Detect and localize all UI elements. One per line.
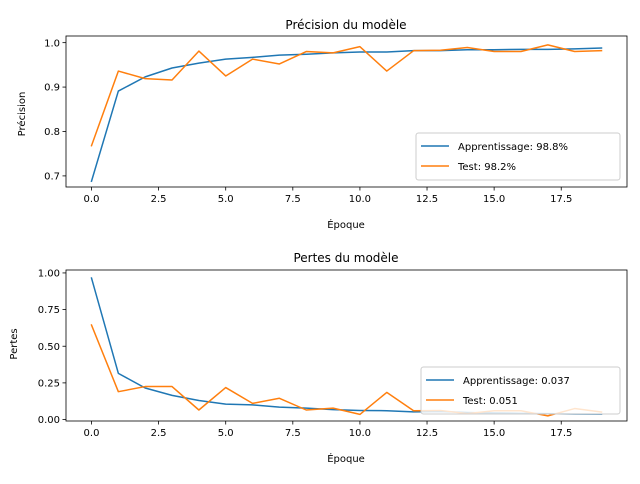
loss-legend: Apprentissage: 0.037 Test: 0.051 <box>420 366 621 415</box>
accuracy-series-line-1 <box>90 44 603 147</box>
accuracy-plot-frame <box>65 35 628 188</box>
loss-y-tick-label: 1.00 <box>38 269 60 280</box>
loss-x-tick-label: 5.0 <box>218 428 234 439</box>
accuracy-legend: Apprentissage: 98.8% Test: 98.2% <box>415 132 621 181</box>
loss-axes: 0.0 2.5 5.0 7.5 10.0 12.5 15.0 17.5 0.00 0.25 0.50… <box>38 269 628 439</box>
accuracy-y-axis-label: Précision <box>16 92 28 137</box>
accuracy-legend-label: Test: 98.2% <box>457 162 516 173</box>
loss-legend-label: Test: 0.051 <box>462 396 518 407</box>
accuracy-x-tick-label: 15.0 <box>483 194 505 205</box>
loss-legend-box <box>420 366 621 415</box>
accuracy-y-tick-label: 0.8 <box>44 127 60 138</box>
loss-chart-title: Pertes du modèle <box>293 251 398 265</box>
accuracy-x-tick-label: 2.5 <box>151 194 167 205</box>
accuracy-legend-label: Apprentissage: 98.8% <box>458 142 568 153</box>
accuracy-x-tick-label: 5.0 <box>218 194 234 205</box>
loss-x-tick-label: 17.5 <box>550 428 572 439</box>
accuracy-chart-title: Précision du modèle <box>285 18 406 32</box>
accuracy-x-tick-label: 12.5 <box>416 194 438 205</box>
loss-x-tick-label: 7.5 <box>285 428 301 439</box>
loss-x-tick-label: 15.0 <box>483 428 505 439</box>
loss-y-tick-label: 0.50 <box>38 342 60 353</box>
accuracy-x-tick-label: 17.5 <box>550 194 572 205</box>
accuracy-axes: 0.0 2.5 5.0 7.5 10.0 12.5 15.0 17.5 0.7 0.8 0.9 1.0… <box>44 35 628 205</box>
accuracy-chart: Précision du modèle 0.0 2.5 5.0 7.5 10.0 12.5… <box>16 18 628 231</box>
accuracy-legend-box <box>415 132 621 181</box>
loss-y-axis-label: Pertes <box>9 328 20 359</box>
accuracy-y-tick-label: 1.0 <box>44 38 60 49</box>
loss-x-tick-label: 2.5 <box>151 428 167 439</box>
loss-y-tick-label: 0.25 <box>38 378 60 389</box>
loss-legend-label: Apprentissage: 0.037 <box>463 376 570 387</box>
accuracy-series-line-0 <box>90 47 603 183</box>
loss-plot-frame <box>65 269 628 422</box>
loss-y-tick-label: 0.00 <box>38 415 60 426</box>
loss-x-axis-label: Époque <box>327 452 365 465</box>
accuracy-y-tick-label: 0.7 <box>44 171 60 182</box>
loss-x-tick-label: 0.0 <box>84 428 100 439</box>
loss-x-tick-label: 10.0 <box>349 428 371 439</box>
loss-x-tick-label: 12.5 <box>416 428 438 439</box>
loss-chart: Pertes du modèle 0.0 2.5 5.0 7.5 10.0 12.5 15.… <box>9 251 628 465</box>
accuracy-x-tick-label: 7.5 <box>285 194 301 205</box>
accuracy-x-axis-label: Époque <box>327 218 365 231</box>
loss-y-tick-label: 0.75 <box>38 305 60 316</box>
accuracy-x-tick-label: 10.0 <box>349 194 371 205</box>
accuracy-x-tick-label: 0.0 <box>84 194 100 205</box>
accuracy-y-tick-label: 0.9 <box>44 83 60 94</box>
